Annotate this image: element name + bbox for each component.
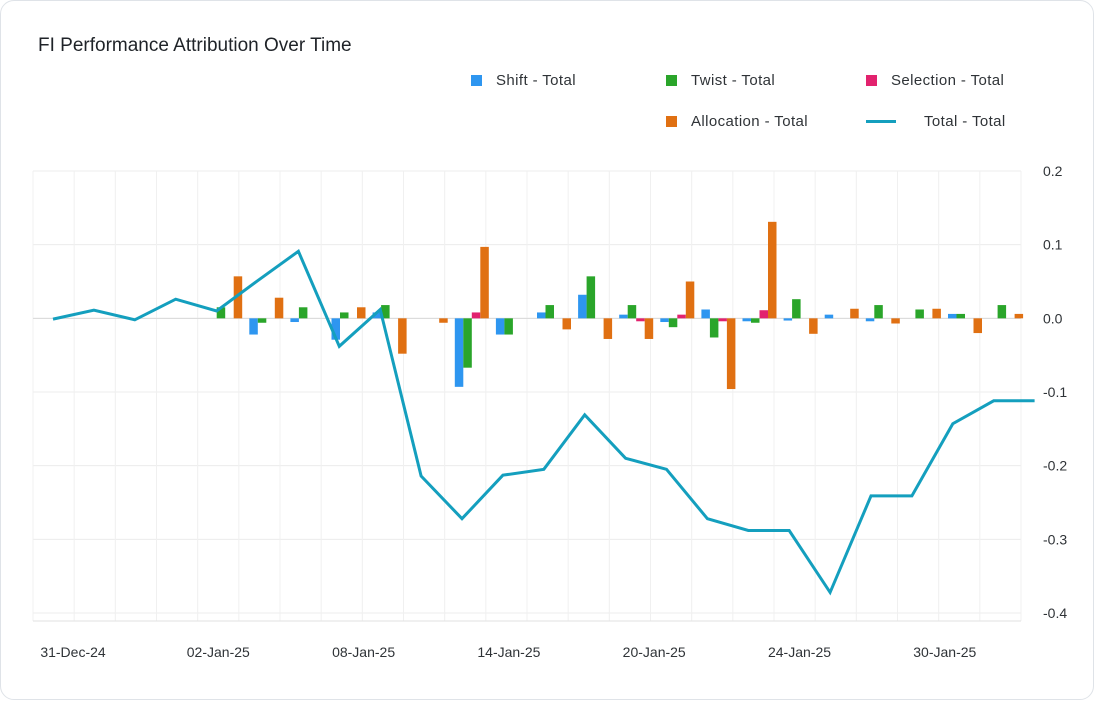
- line-total: [52, 248, 1035, 596]
- legend-label-shift: Shift - Total: [496, 72, 576, 89]
- legend-swatch-twist: [666, 75, 677, 86]
- bar-twist: [216, 307, 226, 319]
- bar-allocation: [274, 297, 284, 319]
- x-tick-label: 24-Jan-25: [768, 644, 831, 660]
- chart-title: FI Performance Attribution Over Time: [38, 35, 352, 56]
- bar-twist: [257, 318, 267, 323]
- bar-allocation: [1014, 313, 1024, 319]
- line-series: [52, 248, 1035, 596]
- bar-shift: [372, 312, 382, 319]
- legend-label-selection: Selection - Total: [891, 72, 1005, 89]
- bar-allocation: [932, 308, 941, 319]
- legend-item-allocation[interactable]: Allocation - Total: [666, 113, 808, 130]
- bar-allocation: [726, 318, 736, 390]
- bar-shift: [824, 314, 834, 319]
- bar-series: [216, 221, 1024, 390]
- bar-allocation: [768, 221, 777, 319]
- legend-label-twist: Twist - Total: [691, 72, 776, 89]
- bar-selection: [471, 312, 481, 319]
- y-tick-label: -0.2: [1043, 458, 1067, 474]
- y-tick-label: 0.2: [1043, 163, 1063, 179]
- y-tick-label: -0.3: [1043, 531, 1067, 547]
- bar-allocation: [644, 318, 654, 339]
- bar-twist: [751, 318, 760, 323]
- bar-shift: [619, 314, 628, 319]
- bar-allocation: [685, 281, 695, 319]
- legend-label-allocation: Allocation - Total: [691, 113, 808, 130]
- x-tick-label: 02-Jan-25: [187, 644, 250, 660]
- bar-shift: [660, 318, 669, 323]
- legend-item-twist[interactable]: Twist - Total: [666, 72, 775, 89]
- legend-item-shift[interactable]: Shift - Total: [471, 72, 576, 89]
- bar-allocation: [480, 246, 489, 319]
- bar-selection: [677, 314, 686, 319]
- bar-allocation: [891, 318, 900, 324]
- legend-swatch-allocation: [666, 116, 677, 127]
- bar-allocation: [809, 318, 818, 334]
- bar-twist: [586, 276, 596, 319]
- bar-shift: [495, 318, 505, 335]
- legend-line-total: [866, 120, 896, 123]
- bar-twist: [381, 305, 390, 319]
- bar-shift: [249, 318, 258, 335]
- bar-selection: [636, 318, 645, 322]
- y-tick-label: -0.1: [1043, 384, 1067, 400]
- y-tick-label: -0.4: [1043, 605, 1067, 621]
- bar-twist: [874, 305, 883, 319]
- y-tick-label: 0.0: [1043, 310, 1063, 326]
- bar-allocation: [357, 307, 366, 319]
- bar-allocation: [850, 308, 859, 319]
- x-tick-label: 30-Jan-25: [913, 644, 976, 660]
- x-tick-label: 08-Jan-25: [332, 644, 395, 660]
- bar-twist: [545, 305, 554, 319]
- bar-allocation: [562, 318, 571, 330]
- axes: 0.2 0.1 0.0 -0.1 -0.2 -0.3 -0.4 31-Dec-24 02-Jan…: [33, 163, 1067, 660]
- bar-allocation: [439, 318, 448, 323]
- bar-shift: [742, 318, 751, 322]
- bar-shift: [865, 318, 875, 322]
- bar-twist: [709, 318, 719, 338]
- x-tick-label: 20-Jan-25: [623, 644, 686, 660]
- legend-item-selection[interactable]: Selection - Total: [866, 72, 1004, 89]
- bar-shift: [948, 313, 957, 319]
- bar-allocation: [973, 318, 982, 334]
- bar-shift: [578, 294, 587, 319]
- bar-twist: [627, 305, 637, 319]
- bar-shift: [454, 318, 464, 387]
- x-tick-label: 14-Jan-25: [477, 644, 540, 660]
- bar-allocation: [233, 276, 243, 319]
- bar-shift: [331, 318, 340, 340]
- bar-twist: [956, 313, 965, 319]
- legend-swatch-selection: [866, 75, 877, 86]
- bar-twist: [298, 307, 308, 319]
- bar-shift: [783, 318, 793, 321]
- bar-allocation: [603, 318, 613, 339]
- legend-swatch-shift: [471, 75, 482, 86]
- grid-lines: [32, 170, 1022, 621]
- bar-shift: [701, 309, 710, 319]
- legend-label-total: Total - Total: [924, 113, 1006, 130]
- bar-selection: [718, 318, 727, 322]
- bar-twist: [504, 318, 513, 335]
- bar-allocation: [398, 318, 407, 354]
- y-tick-label: 0.1: [1043, 237, 1063, 253]
- legend-item-total[interactable]: Total - Total: [866, 113, 1006, 130]
- bar-twist: [340, 312, 349, 319]
- bar-twist: [792, 299, 801, 319]
- bar-twist: [997, 305, 1007, 319]
- bar-twist: [915, 309, 924, 319]
- bar-twist: [668, 318, 678, 328]
- x-tick-label: 31-Dec-24: [40, 644, 106, 660]
- bar-selection: [759, 310, 768, 319]
- bar-shift: [537, 312, 546, 319]
- bar-shift: [290, 318, 299, 323]
- bar-twist: [463, 318, 472, 368]
